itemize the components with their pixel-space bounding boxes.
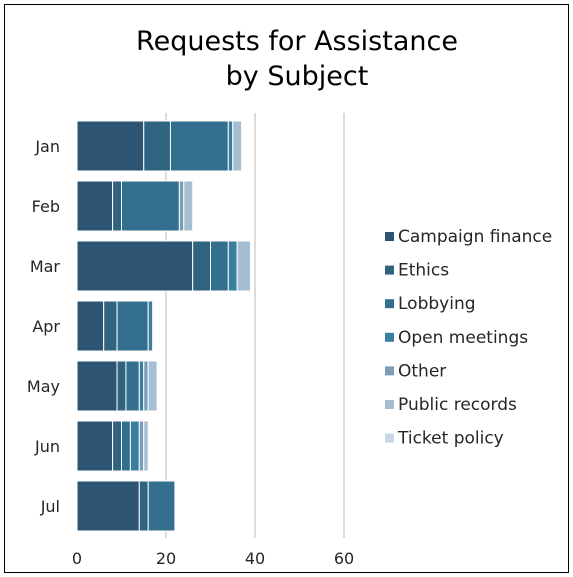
y-tick-label-jan: Jan — [34, 137, 60, 156]
bar-may-series-3 — [138, 360, 145, 412]
y-tick-label-may: May — [27, 377, 60, 396]
legend-swatch-3 — [385, 332, 394, 342]
legend: Campaign finance Ethics Lobbying Open meeti… — [385, 227, 552, 449]
bar-mar-series-2 — [210, 240, 229, 292]
bar-may-series-1 — [116, 360, 127, 412]
bar-may-series-5 — [147, 360, 158, 412]
bar-may-series-4 — [143, 360, 149, 412]
legend-swatch-1 — [385, 265, 394, 275]
legend-label-4: Other — [398, 361, 446, 381]
y-axis-labels: Jan Feb Mar Apr May Jun Jul — [27, 137, 61, 516]
legend-label-0: Campaign finance — [398, 227, 552, 247]
bar-mar-series-1 — [192, 240, 211, 292]
legend-swatch-5 — [385, 400, 394, 409]
x-tick-label-0: 0 — [72, 549, 82, 568]
bar-may-series-0 — [76, 360, 118, 412]
x-tick-label-60: 60 — [334, 549, 354, 568]
bar-apr-series-0 — [76, 300, 105, 352]
legend-label-3: Open meetings — [398, 328, 528, 348]
bar-jul-series-0 — [76, 480, 140, 532]
bar-jul-series-1 — [138, 480, 149, 532]
bar-may-series-2 — [125, 360, 140, 412]
x-axis-labels: 0 20 40 60 — [72, 549, 354, 568]
bar-mar-series-5 — [236, 240, 252, 292]
bar-jan-series-2 — [169, 120, 229, 172]
bar-jan-series-0 — [76, 120, 145, 172]
bar-jan-series-3 — [227, 120, 234, 172]
y-tick-label-mar: Mar — [30, 257, 61, 276]
y-tick-label-apr: Apr — [32, 317, 60, 336]
bar-jun-series-2 — [121, 420, 131, 472]
bar-jan-series-5 — [232, 120, 243, 172]
legend-label-5: Public records — [398, 395, 517, 415]
bar-apr-series-2 — [116, 300, 149, 352]
gridlines — [165, 113, 345, 538]
bar-jun-series-3 — [129, 420, 140, 472]
bar-mar-series-0 — [76, 240, 194, 292]
bar-jun-series-1 — [112, 420, 122, 472]
bar-apr-series-3 — [147, 300, 154, 352]
bar-jun-series-0 — [76, 420, 114, 472]
legend-swatch-0 — [385, 232, 394, 241]
bar-feb-series-4 — [178, 180, 185, 232]
y-tick-label-jun: Jun — [34, 437, 60, 456]
x-tick-label-20: 20 — [156, 549, 176, 568]
bar-feb-series-0 — [76, 180, 114, 232]
legend-label-6: Ticket policy — [397, 429, 504, 449]
chart-title-line-1: Requests for Assistance — [136, 26, 458, 57]
bar-feb-series-1 — [112, 180, 122, 232]
bar-jun-series-4 — [138, 420, 145, 472]
chart-title-line-2: by Subject — [226, 61, 369, 92]
x-tick-label-40: 40 — [245, 549, 265, 568]
legend-swatch-4 — [385, 366, 394, 376]
legend-swatch-2 — [385, 299, 394, 309]
y-tick-label-jul: Jul — [40, 497, 60, 516]
bar-feb-series-5 — [183, 180, 194, 232]
bar-jul-series-2 — [147, 480, 176, 532]
legend-swatch-6 — [385, 433, 394, 443]
bar-apr-series-1 — [103, 300, 118, 352]
bar-feb-series-2 — [121, 180, 180, 232]
bars-group — [76, 120, 252, 532]
bar-jun-series-5 — [143, 420, 149, 472]
legend-label-2: Lobbying — [398, 294, 476, 314]
legend-label-1: Ethics — [398, 261, 449, 281]
bar-jan-series-1 — [143, 120, 171, 172]
y-tick-label-feb: Feb — [32, 197, 60, 216]
bar-mar-series-3 — [227, 240, 238, 292]
